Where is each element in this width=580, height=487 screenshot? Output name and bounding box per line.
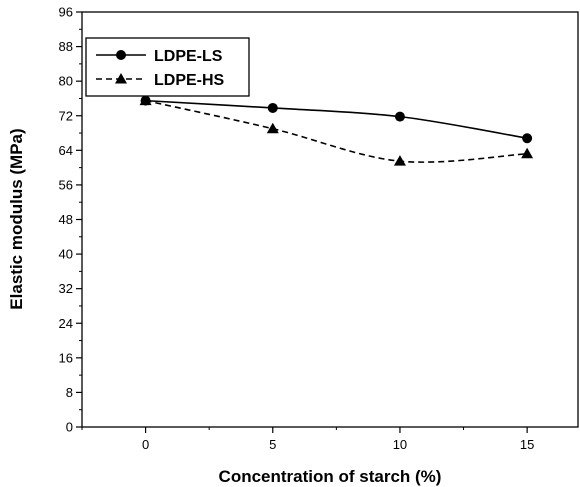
- y-tick-label: 56: [59, 177, 73, 192]
- data-point-ldpe-hs: [393, 155, 406, 166]
- y-tick-label: 16: [59, 350, 73, 365]
- x-tick-label: 15: [520, 437, 534, 452]
- x-tick-label: 0: [142, 437, 149, 452]
- data-point-ldpe-ls: [522, 133, 533, 144]
- data-point-ldpe-hs: [521, 147, 534, 159]
- y-tick-label: 96: [59, 5, 73, 20]
- y-tick-label: 88: [59, 39, 73, 54]
- legend-marker-ldpe-hs: [115, 73, 127, 84]
- series-line-ldpe-ls: [145, 99, 528, 140]
- data-point-ldpe-hs: [139, 94, 152, 106]
- y-tick-label: 80: [59, 74, 73, 89]
- legend-label-ldpe-hs: LDPE-HS: [154, 72, 225, 89]
- y-axis-title: Elastic modulus (MPa): [7, 128, 26, 309]
- y-tick-label: 64: [59, 143, 73, 158]
- y-tick-label: 32: [59, 281, 73, 296]
- x-axis-ticks: 0 5 10 15: [81, 427, 534, 452]
- legend: LDPE-LS LDPE-HS: [85, 37, 250, 97]
- x-tick-label: 10: [393, 437, 407, 452]
- data-point-ldpe-hs: [266, 122, 279, 134]
- legend-label-ldpe-ls: LDPE-LS: [154, 48, 223, 65]
- y-tick-label: 48: [59, 212, 73, 227]
- legend-marker-ldpe-ls: [116, 50, 126, 60]
- y-tick-label: 0: [66, 420, 73, 435]
- x-axis-title: Concentration of starch (%): [219, 467, 442, 486]
- series-line-ldpe-hs: [145, 99, 528, 163]
- y-axis-ticks: 0 8 16 24 32 40 48 56 64 72 80 88 96: [59, 5, 82, 435]
- data-point-ldpe-ls: [394, 111, 405, 122]
- data-point-ldpe-ls: [267, 102, 278, 113]
- y-tick-label: 40: [59, 247, 73, 262]
- x-tick-label: 5: [269, 437, 276, 452]
- y-tick-label: 24: [59, 316, 73, 331]
- series-layer: [139, 94, 534, 166]
- y-tick-label: 8: [66, 385, 73, 400]
- legend-box: [85, 37, 250, 97]
- y-tick-label: 72: [59, 108, 73, 123]
